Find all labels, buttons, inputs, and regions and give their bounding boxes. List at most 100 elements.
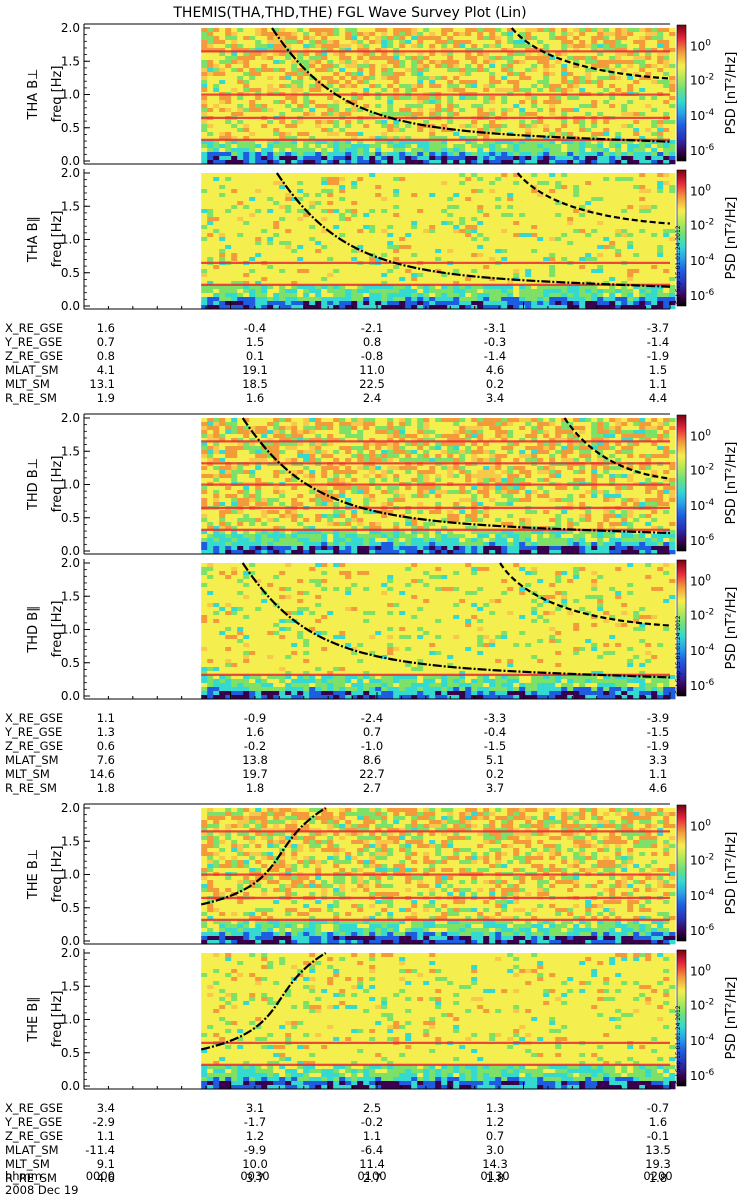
orbit-value: 1.3: [486, 1101, 504, 1115]
orbit-row-label: R_RE_SM: [5, 391, 57, 405]
spectral-line: [201, 483, 670, 486]
x-ticks: [83, 302, 671, 309]
orbit-value: -3.9: [647, 711, 669, 725]
colorbar-tick-label: 10-2: [690, 607, 714, 622]
orbit-row-label: MLAT_SM: [5, 363, 59, 377]
spectrogram-panel: 0.0 0.5 1.0 1.5 2.0 THE B⊥ freq [Hz] 10-6 10-4 10…: [26, 801, 739, 948]
spectral-line: [201, 896, 670, 899]
orbit-value: -0.9: [244, 711, 266, 725]
y-axis-label: freq [Hz]: [50, 456, 65, 513]
orbit-value: -9.9: [244, 1143, 266, 1157]
colorbar-label: PSD [nT²/Hz]: [724, 977, 739, 1060]
orbit-value: -0.1: [647, 1129, 669, 1143]
y-tick-label: 2.0: [61, 801, 80, 815]
orbit-value: -2.9: [93, 1115, 115, 1129]
colorbar-label: PSD [nT²/Hz]: [724, 442, 739, 525]
orbit-value: -1.0: [361, 739, 383, 753]
heatmap-cells: [201, 418, 676, 555]
orbit-row-label: X_RE_GSE: [5, 321, 63, 335]
spectral-line: [201, 830, 670, 833]
spectral-line: [201, 673, 670, 676]
orbit-row-label: R_RE_SM: [5, 781, 57, 795]
y-tick-label: 2.0: [61, 411, 80, 425]
orbit-value: 13.8: [242, 753, 268, 767]
y-tick-label: 1.5: [61, 834, 80, 848]
orbit-value: 3.0: [486, 1143, 504, 1157]
y-tick-label: 0.0: [61, 689, 80, 703]
panel-label: THD B⊥: [26, 458, 41, 511]
orbit-value: 11.0: [359, 363, 385, 377]
colorbar: [676, 24, 687, 162]
y-tick-label: 1.5: [61, 444, 80, 458]
spectrogram-panel: 0.0 0.5 1.0 1.5 2.0 THD B⊥ freq [Hz] 10-6 10-4 10…: [26, 411, 739, 558]
y-tick-label: 1.0: [61, 1013, 80, 1027]
orbit-value: -1.5: [647, 725, 669, 739]
timestamp-stamp: Sat Sep 15 01:01:24 2012: [675, 1005, 682, 1084]
orbit-value: -1.4: [647, 335, 669, 349]
orbit-value: 0.1: [246, 349, 264, 363]
orbit-row-label: R_RE_SM: [5, 1171, 57, 1185]
time-tick-label: 0030: [240, 1169, 269, 1183]
orbit-value: 3.4: [97, 1101, 115, 1115]
orbit-table: X_RE_GSE 1.1 -0.9 -2.4 -3.3 -3.9Y_RE_GSE 1.3 1.…: [4, 711, 669, 795]
orbit-value: 2.5: [363, 1101, 381, 1115]
y-tick-label: 1.0: [61, 88, 80, 102]
time-tick-labels: 0000 0030 0100 0130 0200: [86, 1169, 673, 1183]
y-tick-label: 1.0: [61, 233, 80, 247]
heatmap-cells: [201, 808, 676, 945]
panel-label: THE B⊥: [26, 849, 41, 900]
orbit-row-label: Z_RE_GSE: [5, 349, 63, 363]
orbit-value: -1.9: [647, 739, 669, 753]
orbit-tables: X_RE_GSE 1.6 -0.4 -2.1 -3.1 -3.7Y_RE_GSE 0.7 1.…: [4, 321, 671, 1185]
orbit-value: 1.6: [649, 1115, 667, 1129]
spectral-line: [201, 918, 670, 921]
orbit-value: 8.6: [363, 753, 381, 767]
y-tick-label: 2.0: [61, 166, 80, 180]
orbit-value: 1.8: [97, 781, 115, 795]
y-tick-label: 1.0: [61, 478, 80, 492]
orbit-value: 1.9: [97, 391, 115, 405]
orbit-value: 1.8: [486, 1171, 504, 1185]
colorbar-tick-label: 10-6: [690, 533, 715, 548]
orbit-value: 7.6: [97, 753, 115, 767]
colorbar-tick-label: 10-2: [690, 462, 714, 477]
x-ticks: [83, 1082, 671, 1089]
spectral-line: [201, 873, 670, 876]
colorbar-tick-label: 100: [690, 428, 711, 443]
orbit-value: 1.1: [97, 1129, 115, 1143]
orbit-row-label: MLAT_SM: [5, 753, 59, 767]
orbit-value: -3.7: [647, 321, 669, 335]
x-ticks: [83, 692, 671, 699]
colorbar-tick-label: 100: [690, 818, 711, 833]
orbit-row-label: Y_RE_GSE: [4, 1115, 62, 1129]
y-axis-label: freq [Hz]: [50, 846, 65, 903]
orbit-row-label: Y_RE_GSE: [4, 725, 62, 739]
orbit-value: 0.2: [486, 767, 504, 781]
time-tick-label: 0100: [357, 1169, 386, 1183]
fundamental-curve: [241, 562, 671, 679]
orbit-value: 10.0: [242, 1157, 268, 1171]
orbit-value: 1.5: [246, 335, 264, 349]
time-tick-label: 0000: [86, 1169, 115, 1183]
spectrogram-panel: 0.0 0.5 1.0 1.5 2.0 THD B∥ freq [Hz] 10-6 10-4 10…: [26, 556, 739, 703]
harmonic-curve: [516, 172, 671, 225]
orbit-value: 0.2: [486, 377, 504, 391]
colorbar-tick-label: 10-2: [690, 217, 714, 232]
orbit-value: -2.4: [361, 711, 383, 725]
fundamental-curve: [271, 27, 671, 143]
colorbar: [676, 169, 687, 307]
colorbar-tick-label: 10-6: [690, 923, 715, 938]
orbit-value: 18.5: [242, 377, 268, 391]
timestamp-stamp: Sat Sep 15 01:01:24 2012: [675, 225, 682, 304]
colorbar-tick-label: 100: [690, 183, 711, 198]
orbit-row-label: MLT_SM: [5, 767, 50, 781]
orbit-value: 1.6: [246, 391, 264, 405]
orbit-value: 0.8: [97, 349, 115, 363]
colorbar-label: PSD [nT²/Hz]: [724, 197, 739, 280]
y-tick-label: 0.5: [61, 511, 80, 525]
colorbar-label: PSD [nT²/Hz]: [724, 587, 739, 670]
orbit-value: 13.5: [645, 1143, 671, 1157]
orbit-value: 3.1: [246, 1101, 264, 1115]
time-tick-label: 0130: [480, 1169, 509, 1183]
heatmap-cells: [201, 28, 676, 165]
